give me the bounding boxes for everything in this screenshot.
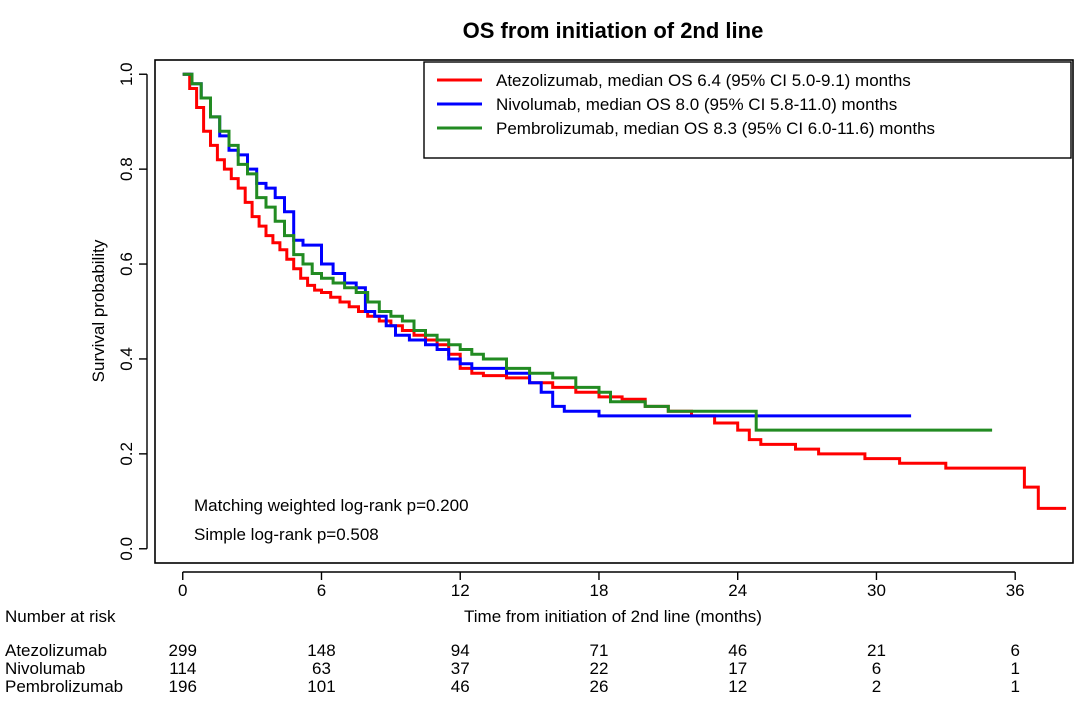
risk-cell: 101 bbox=[307, 677, 335, 696]
risk-cell: 37 bbox=[451, 659, 470, 678]
risk-cell: 17 bbox=[728, 659, 747, 678]
y-tick-label: 1.0 bbox=[117, 62, 136, 86]
risk-cell: 148 bbox=[307, 641, 335, 660]
x-axis: 0 6 12 18 24 30 36 bbox=[178, 571, 1025, 600]
x-tick-label: 12 bbox=[451, 581, 470, 600]
y-tick-label: 0.6 bbox=[117, 252, 136, 276]
annotation-simple-logrank: Simple log-rank p=0.508 bbox=[194, 525, 379, 544]
y-tick-label: 0.4 bbox=[117, 347, 136, 371]
risk-cell: 63 bbox=[312, 659, 331, 678]
series-line-nivolumab bbox=[182, 72, 912, 418]
x-tick-label: 6 bbox=[317, 581, 326, 600]
legend-label-pembrolizumab: Pembrolizumab, median OS 8.3 (95% CI 6.0… bbox=[496, 119, 935, 138]
risk-cell: 22 bbox=[590, 659, 609, 678]
risk-row-name: Atezolizumab bbox=[5, 641, 107, 660]
y-axis: 0.0 0.2 0.4 0.6 0.8 1.0 bbox=[117, 62, 148, 561]
series-lines bbox=[182, 72, 1067, 510]
legend-label-nivolumab: Nivolumab, median OS 8.0 (95% CI 5.8-11.… bbox=[496, 95, 897, 114]
risk-row-name: Nivolumab bbox=[5, 659, 85, 678]
legend: Atezolizumab, median OS 6.4 (95% CI 5.0-… bbox=[423, 61, 1072, 159]
chart-title: OS from initiation of 2nd line bbox=[463, 18, 764, 43]
series-line-pembrolizumab bbox=[182, 72, 993, 432]
risk-cell: 299 bbox=[169, 641, 197, 660]
x-tick-label: 36 bbox=[1006, 581, 1025, 600]
risk-cell: 1 bbox=[1010, 677, 1019, 696]
x-tick-label: 24 bbox=[728, 581, 747, 600]
risk-cell: 2 bbox=[872, 677, 881, 696]
plot-frame bbox=[154, 59, 1074, 564]
risk-cell: 114 bbox=[169, 659, 196, 678]
legend-label-atezolizumab: Atezolizumab, median OS 6.4 (95% CI 5.0-… bbox=[496, 71, 911, 90]
risk-table-title: Number at risk bbox=[5, 607, 116, 626]
risk-cell: 26 bbox=[590, 677, 609, 696]
x-tick-label: 0 bbox=[178, 581, 187, 600]
y-tick-label: 0.0 bbox=[117, 537, 136, 561]
risk-cell: 94 bbox=[451, 641, 470, 660]
annotation-weighted-logrank: Matching weighted log-rank p=0.200 bbox=[194, 496, 469, 515]
risk-cell: 12 bbox=[728, 677, 747, 696]
x-axis-label: Time from initiation of 2nd line (months… bbox=[464, 607, 762, 626]
risk-cell: 21 bbox=[867, 641, 886, 660]
x-tick-label: 30 bbox=[867, 581, 886, 600]
risk-cell: 6 bbox=[1010, 641, 1019, 660]
risk-cell: 46 bbox=[451, 677, 470, 696]
x-tick-label: 18 bbox=[590, 581, 609, 600]
risk-cell: 6 bbox=[872, 659, 881, 678]
risk-cell: 71 bbox=[590, 641, 609, 660]
series-line-atezolizumab bbox=[182, 72, 1067, 510]
risk-cell: 46 bbox=[728, 641, 747, 660]
legend-box bbox=[423, 61, 1072, 159]
y-tick-label: 0.2 bbox=[117, 442, 136, 466]
y-axis-label: Survival probability bbox=[89, 239, 108, 382]
risk-cell: 196 bbox=[169, 677, 197, 696]
y-tick-label: 0.8 bbox=[117, 157, 136, 181]
risk-cell: 1 bbox=[1010, 659, 1019, 678]
risk-row-name: Pembrolizumab bbox=[5, 677, 123, 696]
